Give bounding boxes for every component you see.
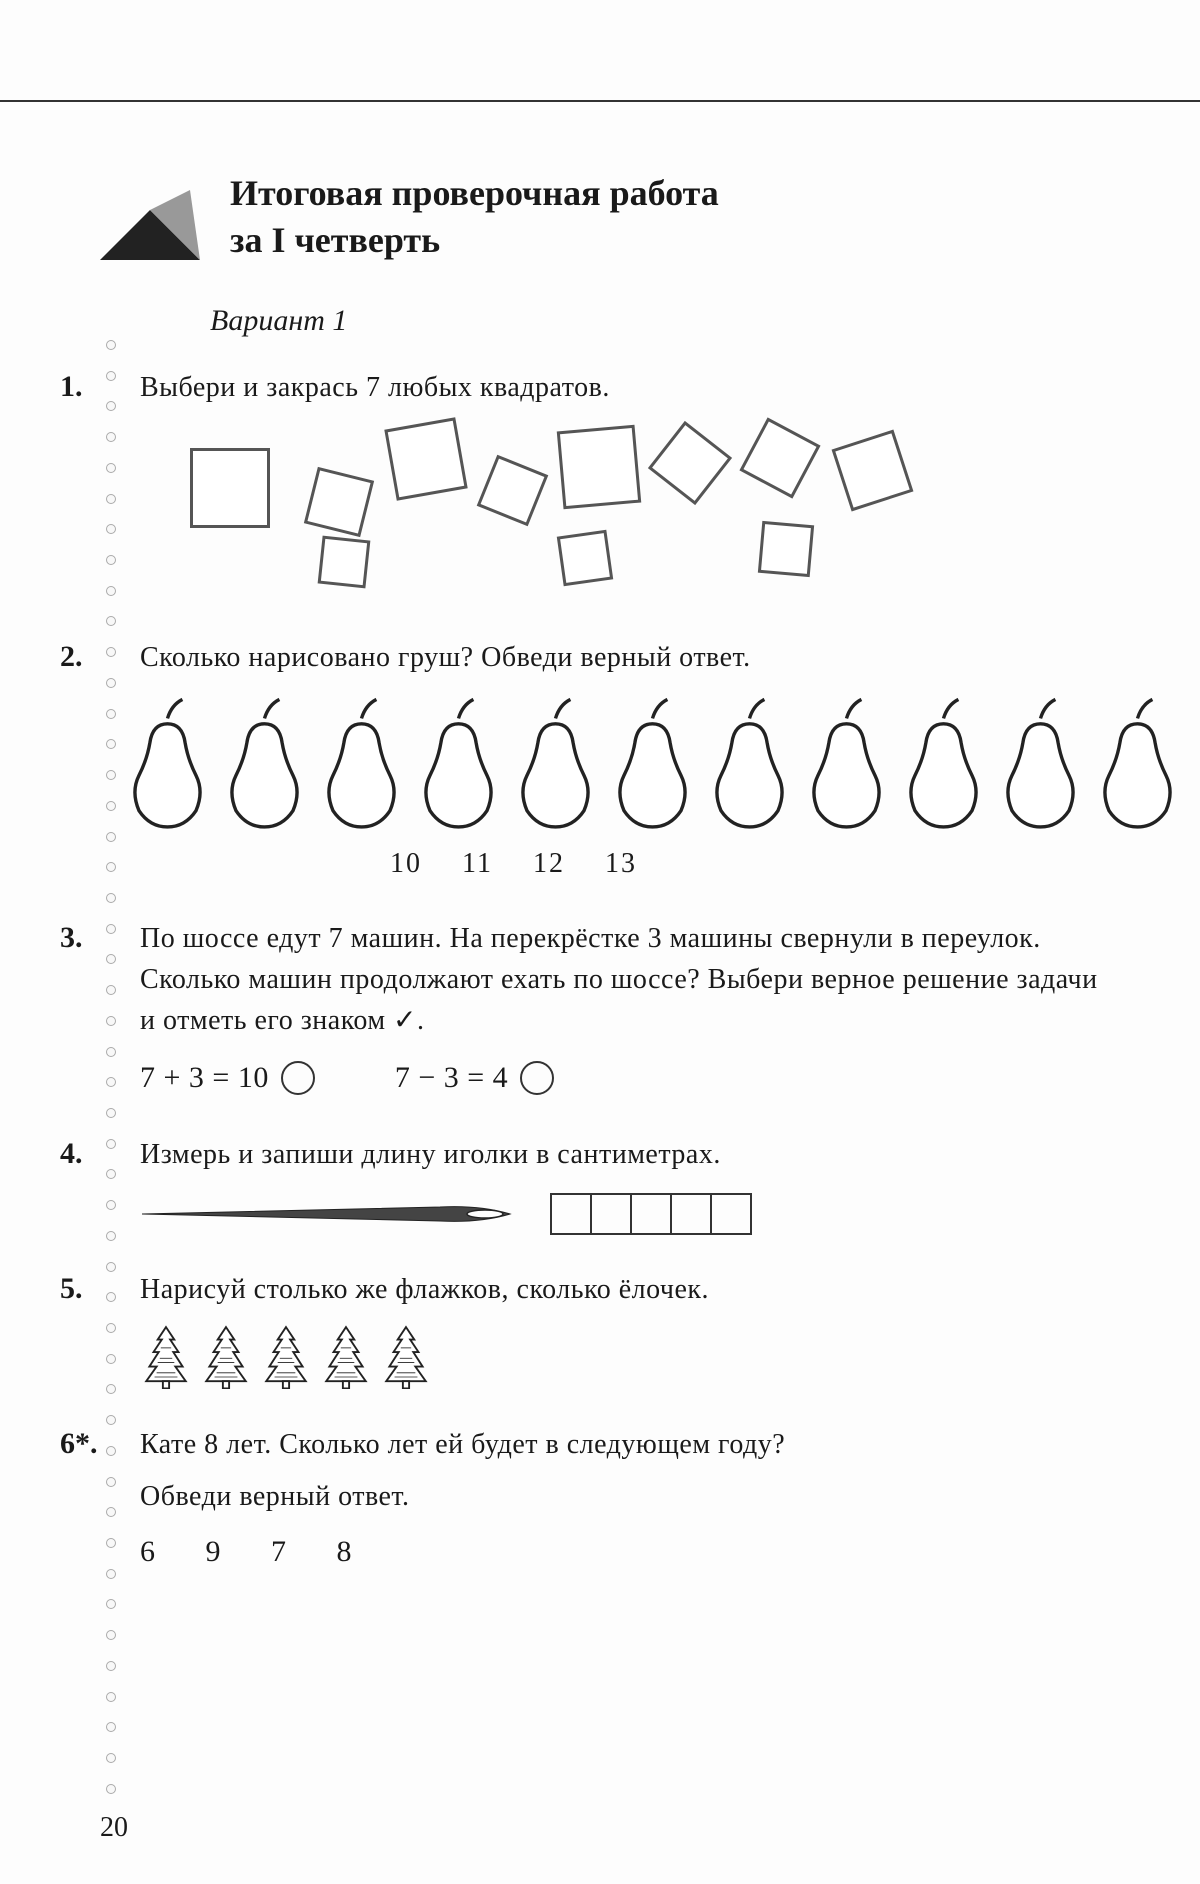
tree-icon <box>260 1325 312 1390</box>
task-text: Нарисуй столько же флажков, сколько ёлоч… <box>140 1270 1110 1311</box>
answer-option: 8 <box>337 1530 353 1574</box>
corner-triangle-icon <box>100 170 200 260</box>
page-number: 20 <box>100 1812 128 1844</box>
title-line-1: Итоговая проверочная работа <box>230 173 719 213</box>
task-text-line-1: Кате 8 лет. Сколько лет ей будет в следу… <box>140 1425 1110 1466</box>
answer-cell <box>550 1193 592 1235</box>
squares-figure <box>140 423 1110 593</box>
task-text: Измерь и запиши длину иголки в сантиметр… <box>140 1135 1110 1176</box>
task-1: 1. Выбери и закрась 7 любых квадратов. <box>60 368 1110 604</box>
task-number: 5. <box>60 1270 140 1306</box>
task-4: 4. Измерь и запиши длину иголки в сантим… <box>60 1135 1110 1236</box>
header: Итоговая проверочная работа за I четверт… <box>100 170 1110 274</box>
spiral-binding <box>106 340 120 1794</box>
tasks-list: 1. Выбери и закрась 7 любых квадратов. 2… <box>60 368 1110 1574</box>
pear-icon <box>120 694 215 834</box>
pear-icon <box>993 694 1088 834</box>
trees-figure <box>140 1325 1110 1390</box>
worksheet-page: Итоговая проверочная работа за I четверт… <box>0 0 1200 1884</box>
pear-icon <box>217 694 312 834</box>
task-6: 6*. Кате 8 лет. Сколько лет ей будет в с… <box>60 1425 1110 1574</box>
needle-icon <box>140 1199 520 1229</box>
answer-cell <box>670 1193 712 1235</box>
answer-option: 12 <box>533 844 565 885</box>
square-shape <box>557 530 613 586</box>
answer-cell <box>590 1193 632 1235</box>
square-shape <box>190 448 270 528</box>
answer-boxes <box>550 1193 752 1235</box>
pear-icon <box>508 694 603 834</box>
equation-text: 7 − 3 = 4 <box>395 1056 508 1100</box>
answer-options: 10 11 12 13 <box>390 844 1185 885</box>
equation-1: 7 + 3 = 10 <box>140 1056 315 1100</box>
task-text: Выбери и закрась 7 любых квадратов. <box>140 368 1110 409</box>
task-text: Сколько нарисовано груш? Обведи верный о… <box>140 638 1185 679</box>
task-number: 3. <box>60 919 140 955</box>
task-2: 2. Сколько нарисовано груш? Обведи верны… <box>60 638 1110 884</box>
task-number: 4. <box>60 1135 140 1171</box>
task-number: 2. <box>60 638 140 674</box>
pear-icon <box>314 694 409 834</box>
answer-option: 10 <box>390 844 422 885</box>
square-shape <box>739 418 820 499</box>
square-shape <box>758 521 814 577</box>
square-shape <box>832 430 914 512</box>
equation-2: 7 − 3 = 4 <box>395 1056 554 1100</box>
pear-icon <box>702 694 797 834</box>
equation-text: 7 + 3 = 10 <box>140 1056 269 1100</box>
tree-icon <box>320 1325 372 1390</box>
tree-icon <box>200 1325 252 1390</box>
square-shape <box>318 536 371 589</box>
task-text: По шоссе едут 7 машин. На перекрёстке 3 … <box>140 919 1110 1041</box>
page-title: Итоговая проверочная работа за I четверт… <box>230 170 1110 264</box>
choice-circle-icon <box>281 1061 315 1095</box>
square-shape <box>384 417 467 500</box>
task-number: 1. <box>60 368 140 404</box>
answer-option: 11 <box>462 844 493 885</box>
task-3: 3. По шоссе едут 7 машин. На перекрёстке… <box>60 919 1110 1099</box>
variant-label: Вариант 1 <box>210 304 1110 338</box>
task-5: 5. Нарисуй столько же флажков, сколько ё… <box>60 1270 1110 1390</box>
square-shape <box>304 467 374 537</box>
title-line-2: за I четверть <box>230 220 440 260</box>
task-number: 6*. <box>60 1425 140 1461</box>
tree-icon <box>140 1325 192 1390</box>
tree-icon <box>380 1325 432 1390</box>
choice-circle-icon <box>520 1061 554 1095</box>
square-shape <box>648 421 732 505</box>
pear-icon <box>896 694 991 834</box>
square-shape <box>557 425 642 510</box>
answer-options: 6 9 7 8 <box>140 1530 1110 1574</box>
pear-icon <box>799 694 894 834</box>
answer-option: 9 <box>206 1530 222 1574</box>
answer-cell <box>630 1193 672 1235</box>
pears-figure <box>120 694 1185 834</box>
equation-options: 7 + 3 = 10 7 − 3 = 4 <box>140 1056 1110 1100</box>
answer-option: 7 <box>271 1530 287 1574</box>
answer-cell <box>710 1193 752 1235</box>
answer-option: 6 <box>140 1530 156 1574</box>
task-text-line-2: Обведи верный ответ. <box>140 1477 1110 1518</box>
pear-icon <box>1090 694 1185 834</box>
pear-icon <box>411 694 506 834</box>
square-shape <box>477 455 549 527</box>
needle-figure <box>140 1193 1110 1235</box>
pear-icon <box>605 694 700 834</box>
answer-option: 13 <box>605 844 637 885</box>
